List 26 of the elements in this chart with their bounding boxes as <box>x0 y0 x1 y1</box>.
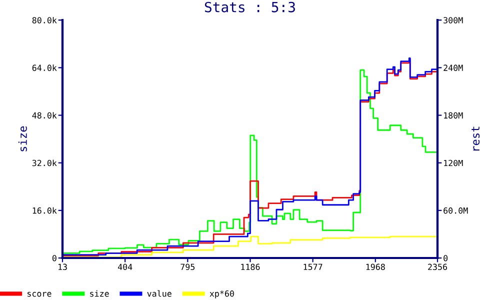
y-tick-label: 0 <box>52 255 56 262</box>
x-tick-label: 13 <box>58 264 67 270</box>
y-tick-label: 64.0k <box>32 64 57 71</box>
y-tick-label: 48.0k <box>32 112 57 119</box>
y2-tick-label: 300M <box>444 17 463 24</box>
x-tick-label: 1186 <box>241 264 260 270</box>
y2-tick-label: 180M <box>444 112 463 119</box>
legend-label: score <box>28 292 52 297</box>
y2-tick-label: 240M <box>444 64 463 71</box>
legend-label: value <box>147 290 172 297</box>
y2-tick-label: 60.0M <box>444 207 468 214</box>
x-tick-label: 795 <box>180 264 195 270</box>
y-tick-label: 16.0k <box>32 207 57 214</box>
y-tick-label: 80.0k <box>32 16 57 24</box>
legend-label: size <box>90 290 109 297</box>
x-tick-label: 1968 <box>366 264 385 270</box>
y2-axis-title: rest <box>472 126 480 150</box>
chart-title: Stats : 5:3 <box>204 2 295 12</box>
y2-tick-label: 120M <box>444 160 463 166</box>
y2-tick-label: 0 <box>444 255 448 262</box>
legend-label: xp*60 <box>210 290 234 298</box>
x-tick-label: 2356 <box>428 264 447 270</box>
y-axis-title: size <box>18 126 27 152</box>
x-tick-label: 1577 <box>304 264 322 270</box>
x-tick-label: 404 <box>118 264 132 270</box>
y-tick-label: 32.0k <box>32 160 57 166</box>
